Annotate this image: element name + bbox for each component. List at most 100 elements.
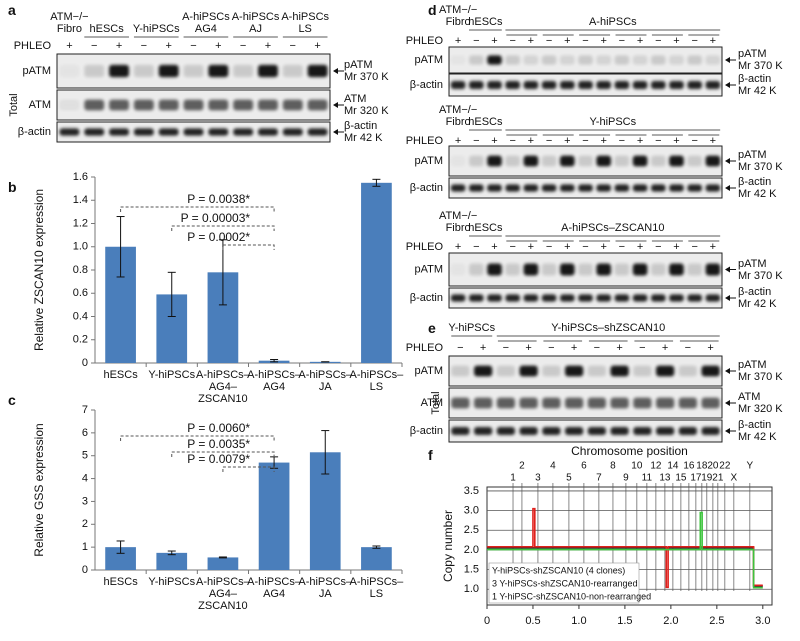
panel-letter: e (428, 320, 436, 336)
x-tick-label: 3.0 (755, 615, 770, 627)
phleo-sign: + (564, 35, 570, 47)
band (560, 155, 575, 167)
phleo-label: PHLEO (405, 35, 443, 47)
chromosome-label: 22 (719, 461, 731, 472)
x-tick-label: A-hiPSCs– LS (349, 369, 404, 393)
marker-arrowhead (725, 428, 730, 434)
band (651, 184, 666, 192)
band (541, 184, 557, 192)
phleo-sign: + (491, 135, 497, 147)
marker-arrowhead (725, 368, 730, 374)
phleo-sign: − (546, 135, 552, 147)
band (678, 397, 697, 409)
phleo-sign: + (673, 135, 679, 147)
phleo-sign: + (564, 135, 570, 147)
band (523, 155, 539, 167)
band (59, 99, 80, 111)
band (542, 427, 561, 435)
band (614, 294, 630, 302)
band (651, 263, 666, 276)
band (183, 99, 204, 111)
lane-group-label: ATM−/− Fibro (438, 104, 478, 128)
chromosome-label: 11 (642, 473, 653, 484)
panel-letter: c (8, 392, 16, 408)
band (587, 365, 606, 377)
band (307, 64, 328, 78)
band (596, 294, 611, 302)
lane-group-label: hESCs (468, 16, 503, 28)
marker-label: pATM Mr 370 K (344, 59, 389, 83)
band (282, 64, 303, 78)
phleo-sign: + (571, 342, 577, 354)
marker-label: β-actin Mr 42 K (738, 73, 777, 97)
phleo-label: PHLEO (13, 40, 51, 52)
band (519, 365, 538, 377)
band (487, 294, 502, 302)
marker-label: β-actin Mr 42 K (738, 286, 777, 310)
panel-letter: a (8, 2, 16, 18)
band (183, 128, 204, 136)
band (541, 263, 557, 276)
y-axis-label: Copy number (441, 510, 455, 582)
phleo-sign: + (528, 135, 534, 147)
lane-group-label: Y-hiPSCs (448, 322, 496, 334)
band (208, 128, 229, 136)
band (487, 81, 502, 89)
band (614, 81, 630, 89)
band (505, 184, 520, 192)
y-axis-label: Relative GSS expression (32, 423, 46, 556)
band (614, 155, 630, 167)
band (656, 427, 675, 435)
band (656, 397, 675, 409)
p-value: P = 0.00003* (181, 211, 251, 225)
band (678, 365, 697, 377)
band (258, 64, 278, 78)
band (687, 55, 702, 65)
lane-group-label: Y-hiPSCs (132, 23, 180, 35)
band (614, 184, 630, 192)
marker-label: pATM Mr 370 K (738, 149, 783, 173)
marker-arrowhead (725, 266, 730, 273)
chromosome-label: 18 (696, 461, 708, 472)
y-axis-label: Relative ZSCAN10 expression (32, 189, 46, 351)
significance-bracket (120, 435, 275, 441)
chromosome-label: 6 (581, 461, 587, 472)
marker-arrowhead (725, 57, 730, 63)
band (59, 65, 79, 77)
band (84, 64, 105, 78)
x-tick-label: A-hiPSCs– AG4– ZSCAN10 (196, 576, 250, 612)
phleo-sign: − (190, 40, 196, 52)
band (541, 294, 557, 302)
phleo-sign: + (710, 135, 716, 147)
y-tick-label: 3 (82, 495, 88, 507)
phleo-sign: + (637, 35, 643, 47)
legend-entry: Y-hiPSCs-shZSCAN10 (4 clones) (492, 565, 625, 575)
band (705, 55, 721, 65)
chromosome-label: 1 (510, 473, 516, 484)
phleo-sign: + (662, 342, 668, 354)
panel-letter: d (428, 2, 437, 18)
band (469, 184, 484, 192)
band (519, 397, 538, 409)
p-value: P = 0.0038* (187, 192, 250, 206)
lane-group-label: ATM−/− Fibro (50, 11, 89, 35)
row-label: pATM (414, 155, 443, 167)
band (651, 55, 666, 65)
band (565, 365, 584, 377)
chromosome-label: 3 (535, 473, 541, 484)
band (633, 365, 652, 377)
phleo-sign: + (480, 342, 486, 354)
significance-bracket (222, 244, 275, 250)
row-label: pATM (414, 54, 443, 66)
phleo-sign: + (314, 40, 320, 52)
y-tick-label: 3.0 (464, 505, 479, 517)
phleo-sign: − (691, 241, 697, 253)
row-label: pATM (22, 65, 51, 77)
x-tick-label: hESCs (103, 576, 138, 588)
lane-group-label: A-hiPSCs (588, 16, 637, 28)
phleo-sign: − (639, 342, 645, 354)
band (614, 55, 630, 65)
x-tick-label: 2.5 (709, 615, 724, 627)
phleo-sign: − (509, 35, 515, 47)
